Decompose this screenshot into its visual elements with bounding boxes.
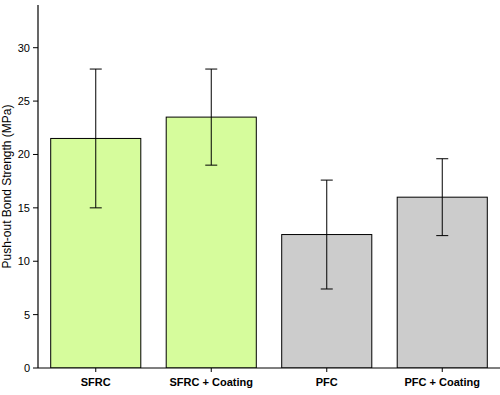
x-tick — [442, 368, 443, 372]
y-tick-label: 25 — [18, 95, 30, 107]
error-line — [211, 69, 212, 165]
error-cap — [90, 207, 102, 208]
x-tick — [95, 368, 96, 372]
error-cap — [205, 165, 217, 166]
x-tick-label: SFRC — [81, 376, 111, 388]
y-tick-label: 20 — [18, 148, 30, 160]
y-tick-label: 5 — [24, 309, 30, 321]
chart-svg: 0 5 10 15 20 25 30 SFRC SFRC + Coating PFC PFC + C… — [0, 0, 500, 395]
error-cap — [90, 69, 102, 70]
y-axis-label: Push-out Bond Strength (MPa) — [0, 104, 14, 268]
y-axis — [37, 5, 38, 368]
y-tick — [33, 47, 38, 48]
x-tick-label: PFC — [316, 376, 338, 388]
error-bar — [205, 69, 217, 165]
x-tick-label: PFC + Coating — [405, 376, 480, 388]
y-tick — [33, 261, 38, 262]
error-line — [95, 69, 96, 208]
y-tick — [33, 101, 38, 102]
error-bar — [321, 180, 333, 289]
y-tick — [33, 154, 38, 155]
error-bar — [436, 159, 448, 236]
error-cap — [436, 235, 448, 236]
x-axis — [38, 367, 500, 368]
x-tick-label: SFRC + Coating — [170, 376, 253, 388]
y-tick-label: 0 — [24, 362, 30, 374]
error-cap — [436, 158, 448, 159]
x-tick — [326, 368, 327, 372]
error-cap — [205, 69, 217, 70]
error-cap — [321, 180, 333, 181]
y-tick — [33, 368, 38, 369]
error-line — [442, 159, 443, 236]
error-line — [326, 180, 327, 289]
y-tick-label: 30 — [18, 42, 30, 54]
bars — [51, 69, 488, 368]
chart-container: 0 5 10 15 20 25 30 SFRC SFRC + Coating PFC PFC + C… — [0, 0, 500, 395]
y-tick — [33, 207, 38, 208]
y-tick-label: 15 — [18, 202, 30, 214]
y-tick-label: 10 — [18, 255, 30, 267]
y-tick — [33, 314, 38, 315]
error-cap — [321, 288, 333, 289]
x-tick — [211, 368, 212, 372]
error-bar — [90, 69, 102, 208]
